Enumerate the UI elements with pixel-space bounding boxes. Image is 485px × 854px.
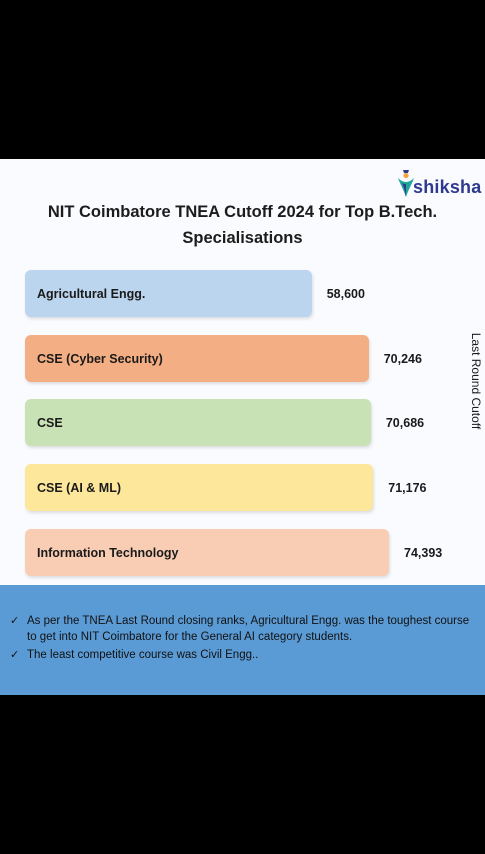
y-axis-label: Last Round Cutoff bbox=[462, 331, 485, 431]
check-icon: ✓ bbox=[10, 649, 20, 661]
bar-category-label: Agricultural Engg. bbox=[37, 286, 146, 301]
bar-category-label: CSE (AI & ML) bbox=[37, 480, 122, 495]
bar bbox=[25, 464, 374, 511]
note-item: ✓ The least competitive course was Civil… bbox=[10, 647, 472, 663]
bar-value-label: 58,600 bbox=[326, 286, 365, 301]
brand-name: shiksha bbox=[413, 177, 482, 197]
bar bbox=[25, 335, 369, 382]
bar-value-label: 71,176 bbox=[388, 480, 427, 495]
bar bbox=[25, 529, 389, 576]
check-icon: ✓ bbox=[10, 615, 20, 627]
chart-title: NIT Coimbatore TNEA Cutoff 2024 for Top … bbox=[47, 203, 438, 247]
note-text: The least competitive course was Civil E… bbox=[27, 649, 259, 661]
bar-value-label: 74,393 bbox=[404, 545, 443, 560]
bar bbox=[25, 399, 371, 446]
bar bbox=[25, 270, 312, 317]
bar-chart: Agricultural Engg. 58,600 CSE (Cyber Secur… bbox=[0, 159, 485, 599]
y-axis-label-text: Last Round Cutoff bbox=[469, 332, 483, 430]
note-text: As per the TNEA Last Round closing ranks… bbox=[27, 615, 470, 643]
notes-panel: ✓ As per the TNEA Last Round closing ran… bbox=[0, 585, 485, 695]
bar-value-label: 70,686 bbox=[385, 415, 425, 430]
note-item: ✓ As per the TNEA Last Round closing ran… bbox=[10, 613, 472, 645]
infographic-card: shiksha NIT Coimbatore TNEA Cutoff 2024 … bbox=[0, 159, 485, 695]
bar-category-label: CSE bbox=[37, 415, 63, 430]
bar-category-label: CSE (Cyber Security) bbox=[37, 351, 163, 366]
bar-category-label: Information Technology bbox=[37, 545, 179, 560]
shiksha-logo-icon bbox=[398, 170, 414, 197]
shiksha-logo: shiksha bbox=[394, 165, 482, 201]
bar-value-label: 70,246 bbox=[383, 351, 422, 366]
